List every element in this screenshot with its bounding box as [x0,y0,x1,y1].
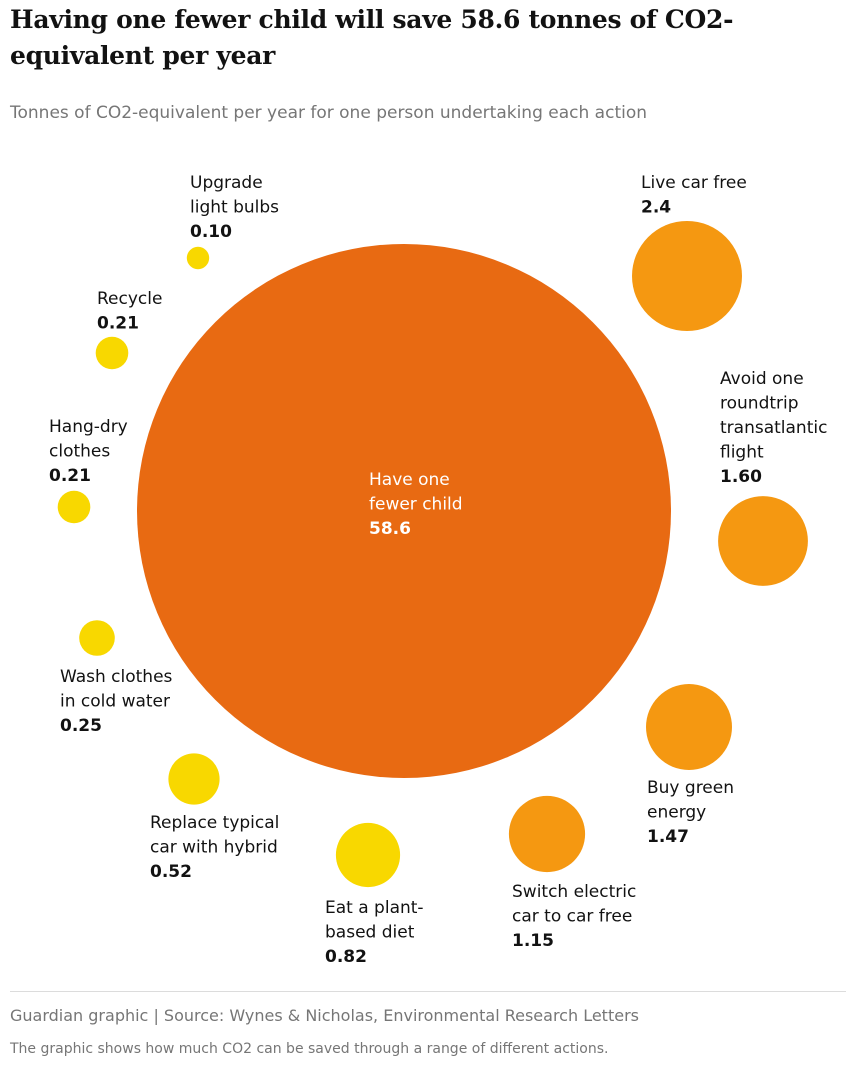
chart-caption: The graphic shows how much CO2 can be sa… [10,1041,609,1057]
chart-title: Having one fewer child will save 58.6 to… [10,5,734,70]
bubble-label-line: Switch electric [512,882,636,902]
bubble-plant-diet [335,822,401,888]
bubble-hybrid-car [168,753,220,805]
bubble-value-plant-diet: 0.82 [325,947,367,967]
bubble-label-line: Live car free [641,173,747,193]
chart-subtitle: Tonnes of CO2-equivalent per year for on… [10,103,648,123]
bubble-label-line: flight [720,443,764,463]
bubble-label-hang-dry: Hang-dry clothes 0.21 [49,417,128,486]
bubble-label-line: Upgrade [190,173,263,193]
bubble-group-recycle: Recycle 0.21 [95,289,162,370]
bubble-label-line: in cold water [60,692,170,712]
bubble-label-line: Hang-dry [49,417,128,437]
bubble-label-line: Eat a plant- [325,898,424,918]
bubble-green-energy [646,684,732,770]
bubble-group-green-energy: Buy green energy 1.47 [646,684,734,847]
footer-divider [10,991,846,992]
source-credit: Guardian graphic | Source: Wynes & Nicho… [10,1006,639,1025]
bubble-label-line: Wash clothes [60,667,173,687]
bubble-label-line: clothes [49,442,110,462]
bubble-hang-dry [57,490,91,524]
bubble-value-hybrid-car: 0.52 [150,862,192,882]
bubble-group-hybrid-car: Replace typical car with hybrid 0.52 [150,753,279,882]
bubble-label-line: light bulbs [190,198,279,218]
bubble-label-line: fewer child [369,495,463,515]
bubble-label-line: based diet [325,923,415,943]
bubble-label-green-energy: Buy green energy 1.47 [647,778,734,847]
bubble-group-fewer-child: Have one fewer child 58.6 [137,244,671,778]
bubble-group-car-free: Live car free 2.4 [632,173,747,331]
bubble-label-fewer-child: Have one fewer child 58.6 [369,470,463,539]
bubble-value-fewer-child: 58.6 [369,519,411,539]
bubble-label-line: roundtrip [720,394,799,414]
bubble-group-light-bulbs: Upgrade light bulbs 0.10 [186,173,279,270]
bubble-label-recycle: Recycle 0.21 [97,289,162,334]
bubble-group-plant-diet: Eat a plant-based diet 0.82 [325,822,424,967]
bubble-flight [718,496,808,586]
bubble-label-line: Have one [369,470,450,490]
bubble-label-line: transatlantic [720,418,827,438]
bubble-label-plant-diet: Eat a plant-based diet 0.82 [325,898,424,967]
bubble-label-line: car with hybrid [150,838,278,858]
bubble-label-light-bulbs: Upgrade light bulbs 0.10 [190,173,279,242]
bubble-group-cold-wash: Wash clothes in cold water 0.25 [60,620,173,736]
bubble-electric-car-free [508,795,586,873]
bubble-label-line: energy [647,803,706,823]
bubble-light-bulbs [186,246,210,270]
bubble-value-light-bulbs: 0.10 [190,222,232,242]
bubble-label-line: Avoid one [720,369,804,389]
bubble-recycle [95,336,129,370]
bubble-label-electric-car-free: Switch electric car to car free 1.15 [512,882,636,951]
bubble-label-hybrid-car: Replace typical car with hybrid 0.52 [150,813,279,882]
bubble-value-flight: 1.60 [720,467,762,487]
bubble-label-line: car to car free [512,907,632,927]
bubble-label-line: Replace typical [150,813,279,833]
bubble-value-cold-wash: 0.25 [60,716,102,736]
bubble-label-flight: Avoid one roundtrip transatlantic flight 1.6… [720,369,827,487]
bubble-label-car-free: Live car free 2.4 [641,173,747,218]
bubble-group-hang-dry: Hang-dry clothes 0.21 [49,417,128,524]
bubble-value-car-free: 2.4 [641,198,671,218]
bubble-value-electric-car-free: 1.15 [512,931,554,951]
bubble-cold-wash [79,620,115,656]
bubble-label-line: Recycle [97,289,162,309]
bubble-value-hang-dry: 0.21 [49,466,91,486]
bubble-label-line: Buy green [647,778,734,798]
bubble-label-cold-wash: Wash clothes in cold water 0.25 [60,667,173,736]
bubble-fewer-child [137,244,671,778]
bubble-value-green-energy: 1.47 [647,827,689,847]
bubble-group-flight: Avoid one roundtrip transatlantic flight 1.6… [718,369,827,586]
bubble-group-electric-car-free: Switch electric car to car free 1.15 [508,795,636,951]
bubble-car-free [632,221,742,331]
bubble-value-recycle: 0.21 [97,314,139,334]
